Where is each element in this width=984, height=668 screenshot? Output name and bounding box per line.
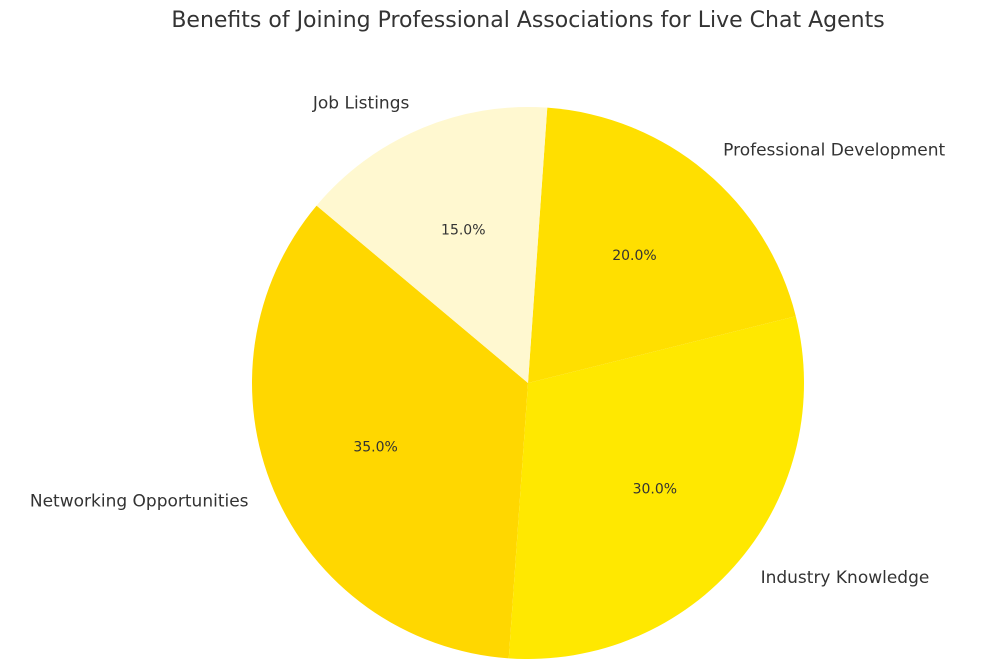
- category-label: Industry Knowledge: [761, 568, 930, 588]
- value-label: 35.0%: [353, 440, 397, 456]
- category-label: Professional Development: [723, 140, 945, 160]
- pie-slice: [508, 316, 805, 660]
- chart-title: Benefits of Joining Professional Associa…: [171, 8, 884, 33]
- pie-slice: [252, 205, 529, 659]
- category-label: Job Listings: [312, 94, 410, 114]
- value-label: 20.0%: [612, 248, 656, 264]
- pie-slice: [316, 107, 548, 383]
- category-label: Networking Opportunities: [30, 492, 249, 512]
- value-label: 30.0%: [633, 481, 677, 497]
- value-label: 15.0%: [441, 223, 485, 239]
- pie-slice: [528, 107, 796, 383]
